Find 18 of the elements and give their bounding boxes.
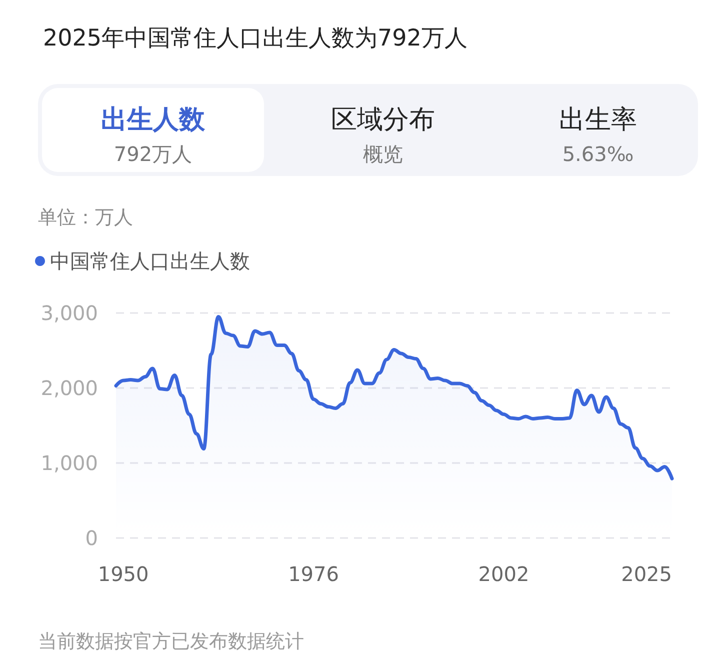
y-tick-label: 1,000	[40, 451, 98, 475]
y-axis-title: 单位：万人	[38, 206, 133, 228]
text: 5.63‰	[562, 142, 634, 166]
chart-title: 2025年中国常住人口出生人数为792万人	[43, 26, 468, 52]
y-tick-label: 3,000	[40, 301, 98, 325]
text: 出生率	[559, 105, 637, 135]
x-tick-label: 2002	[478, 562, 530, 586]
legend-label: 中国常住人口出生人数	[50, 249, 250, 273]
x-tick-label: 1976	[288, 562, 339, 586]
x-tick-label: 2025	[621, 562, 672, 586]
text: 当前数据按官方已发布数据统计	[38, 630, 304, 652]
x-tick-label: 1950	[98, 562, 149, 586]
y-tick-label: 0	[85, 526, 98, 550]
text: 出生人数	[101, 105, 206, 135]
text: 概览	[363, 142, 403, 166]
text: 792万人	[114, 142, 192, 166]
text: 区域分布	[331, 105, 435, 135]
y-tick-label: 2,000	[40, 376, 98, 400]
